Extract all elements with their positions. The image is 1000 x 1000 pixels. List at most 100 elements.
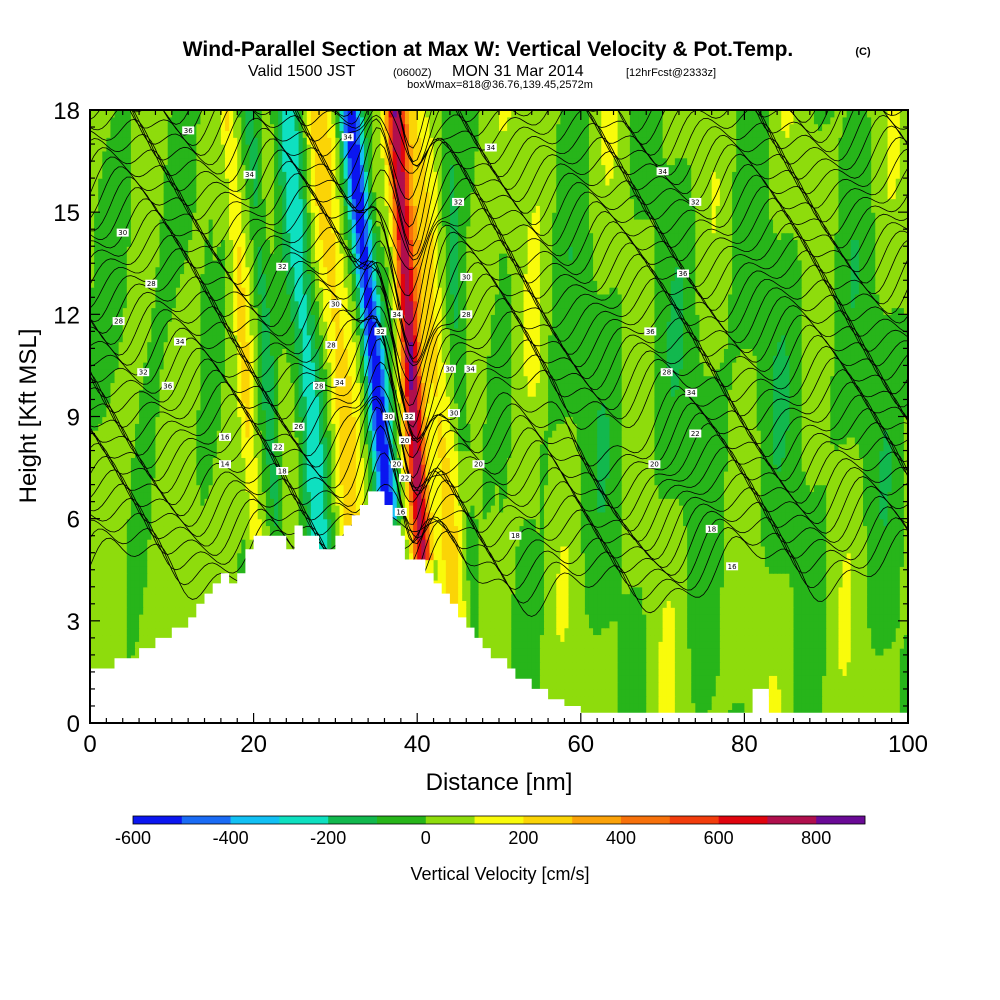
velocity-cell xyxy=(584,620,590,629)
velocity-cell xyxy=(756,648,762,656)
velocity-cell xyxy=(515,559,521,567)
velocity-cell xyxy=(903,559,908,567)
velocity-cell xyxy=(507,634,512,642)
velocity-cell xyxy=(719,688,725,697)
velocity-cell xyxy=(552,688,557,697)
velocity-cell xyxy=(134,579,140,588)
velocity-cell xyxy=(854,614,860,622)
velocity-cell xyxy=(813,593,819,601)
velocity-cell xyxy=(793,593,799,601)
velocity-cell xyxy=(883,620,889,629)
velocity-cell xyxy=(858,620,864,629)
velocity-cell xyxy=(523,559,529,567)
velocity-cell xyxy=(867,614,872,622)
velocity-cell xyxy=(139,600,144,608)
velocity-cell xyxy=(629,641,635,649)
velocity-cell xyxy=(764,682,770,690)
velocity-cell xyxy=(666,600,672,608)
velocity-cell xyxy=(167,607,173,615)
velocity-cell xyxy=(110,559,116,567)
velocity-cell xyxy=(773,566,778,574)
velocity-cell xyxy=(711,586,717,595)
velocity-cell xyxy=(494,552,500,561)
velocity-cell xyxy=(736,688,741,697)
velocity-cell xyxy=(826,614,831,622)
velocity-cell xyxy=(527,641,533,649)
velocity-cell xyxy=(867,654,872,663)
velocity-cell xyxy=(858,661,864,670)
velocity-cell xyxy=(560,682,566,690)
velocity-cell xyxy=(891,607,897,615)
velocity-cell xyxy=(764,607,770,615)
velocity-cell xyxy=(867,682,872,690)
velocity-cell xyxy=(642,607,647,615)
velocity-cell xyxy=(830,702,835,710)
velocity-cell xyxy=(601,607,606,615)
velocity-cell xyxy=(118,552,124,561)
velocity-cell xyxy=(834,559,840,567)
velocity-cell xyxy=(760,600,766,608)
velocity-cell xyxy=(593,620,598,629)
velocity-cell xyxy=(781,607,786,615)
velocity-cell xyxy=(609,682,615,690)
velocity-cell xyxy=(531,607,537,615)
velocity-cell xyxy=(584,593,590,601)
velocity-cell xyxy=(552,573,557,581)
velocity-cell xyxy=(633,552,639,561)
velocity-cell xyxy=(560,593,566,601)
velocity-cell xyxy=(159,607,165,615)
velocity-cell xyxy=(106,552,112,561)
velocity-cell xyxy=(863,600,868,608)
velocity-cell xyxy=(748,552,754,561)
velocity-cell xyxy=(768,600,774,608)
velocity-cell xyxy=(531,641,537,649)
velocity-cell xyxy=(584,688,590,697)
velocity-cell xyxy=(785,614,790,622)
velocity-cell xyxy=(568,607,574,615)
velocity-cell xyxy=(871,566,876,574)
velocity-cell xyxy=(527,559,533,567)
velocity-cell xyxy=(899,566,905,574)
velocity-cell xyxy=(482,641,488,649)
velocity-cell xyxy=(801,695,807,704)
velocity-cell xyxy=(846,634,852,642)
velocity-cell xyxy=(507,620,512,629)
velocity-cell xyxy=(584,682,590,690)
velocity-cell xyxy=(588,702,594,710)
velocity-cell xyxy=(744,634,750,642)
velocity-cell xyxy=(891,641,897,649)
velocity-cell xyxy=(564,661,570,670)
velocity-cell xyxy=(122,579,128,588)
velocity-cell xyxy=(617,661,623,670)
velocity-cell xyxy=(433,552,439,561)
velocity-cell xyxy=(503,579,508,588)
velocity-cell xyxy=(662,559,668,567)
velocity-cell xyxy=(556,614,561,622)
velocity-cell xyxy=(609,559,615,567)
velocity-cell xyxy=(515,552,521,561)
velocity-cell xyxy=(515,586,521,595)
velocity-cell xyxy=(715,682,721,690)
velocity-cell xyxy=(556,579,561,588)
velocity-cell xyxy=(826,586,831,595)
velocity-cell xyxy=(879,614,885,622)
velocity-cell xyxy=(179,573,185,581)
velocity-cell xyxy=(143,641,148,649)
velocity-cell xyxy=(503,559,508,567)
velocity-cell xyxy=(511,573,516,581)
velocity-cell xyxy=(658,586,664,595)
velocity-cell xyxy=(650,675,656,683)
velocity-cell xyxy=(122,566,128,574)
velocity-cell xyxy=(110,641,116,649)
velocity-cell xyxy=(777,552,782,561)
velocity-cell xyxy=(613,552,619,561)
velocity-cell xyxy=(118,579,124,588)
velocity-cell xyxy=(711,641,717,649)
velocity-cell xyxy=(490,593,496,601)
velocity-cell xyxy=(752,682,758,690)
velocity-cell xyxy=(895,586,901,595)
velocity-cell xyxy=(155,566,161,574)
velocity-cell xyxy=(740,573,745,581)
velocity-cell xyxy=(764,614,770,622)
